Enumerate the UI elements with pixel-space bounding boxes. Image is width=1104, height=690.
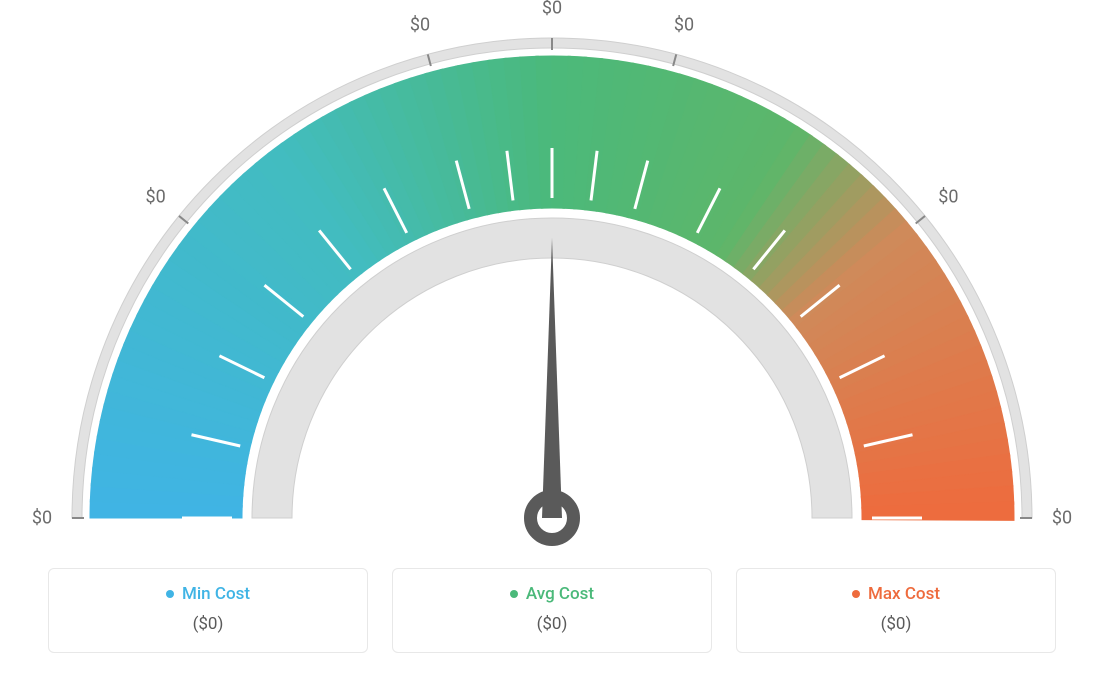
tick-label: $0 [410, 15, 430, 36]
gauge-needle [542, 238, 562, 518]
legend-title-text: Max Cost [868, 584, 940, 604]
tick-label: $0 [674, 15, 694, 36]
legend-title-text: Avg Cost [526, 584, 594, 604]
tick-label: $0 [146, 187, 166, 208]
gauge-svg [0, 0, 1104, 560]
legend-card: Avg Cost ($0) [392, 568, 712, 653]
legend-title: Max Cost [852, 584, 940, 604]
legend-row: Min Cost ($0) Avg Cost ($0) Max Cost ($0) [0, 568, 1104, 653]
legend-title: Avg Cost [510, 584, 594, 604]
gauge-chart: $0 $0 $0 $0 $0 $0 $0 [0, 0, 1104, 560]
legend-title: Min Cost [166, 584, 250, 604]
legend-dot-icon [510, 590, 518, 598]
legend-dot-icon [852, 590, 860, 598]
legend-value: ($0) [393, 614, 711, 634]
legend-card: Max Cost ($0) [736, 568, 1056, 653]
tick-label: $0 [542, 0, 562, 19]
legend-card: Min Cost ($0) [48, 568, 368, 653]
legend-title-text: Min Cost [182, 584, 250, 604]
legend-dot-icon [166, 590, 174, 598]
tick-label: $0 [32, 508, 52, 529]
tick-label: $0 [1052, 508, 1072, 529]
legend-value: ($0) [737, 614, 1055, 634]
tick-label: $0 [938, 187, 958, 208]
legend-value: ($0) [49, 614, 367, 634]
